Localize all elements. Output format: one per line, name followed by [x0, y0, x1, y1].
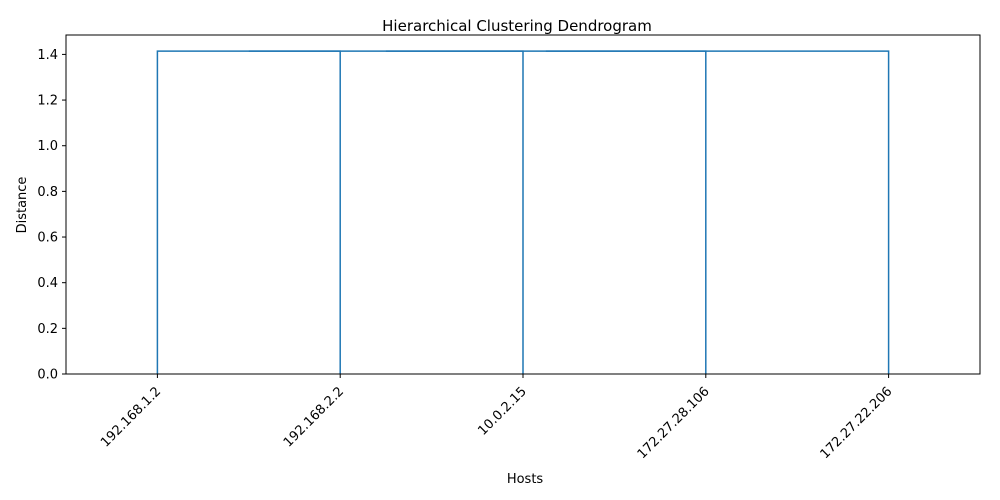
dendrogram-link — [248, 50, 524, 374]
y-axis: 0.0 0.2 0.4 0.6 0.8 1.0 1.2 1.4 — [37, 48, 66, 383]
x-axis-label: Hosts — [507, 472, 544, 487]
y-tick-label: 0.2 — [37, 322, 58, 337]
y-tick-label: 0.4 — [37, 276, 58, 291]
x-axis: 192.168.1.2 192.168.2.2 10.0.2.15 172.27.28… — [98, 374, 895, 462]
dendrogram-link — [385, 50, 707, 374]
x-tick-label: 172.27.28.106 — [635, 384, 713, 462]
dendrogram-link — [156, 50, 341, 374]
x-tick-label: 192.168.1.2 — [98, 384, 164, 450]
y-tick-label: 0.0 — [37, 368, 58, 383]
chart-title: Hierarchical Clustering Dendrogram — [382, 17, 652, 35]
y-tick-label: 0.8 — [37, 185, 58, 200]
x-tick-label: 172.27.22.206 — [818, 384, 896, 462]
y-tick-label: 1.0 — [37, 139, 58, 154]
y-tick-label: 0.6 — [37, 231, 58, 246]
y-tick-label: 1.2 — [37, 94, 58, 109]
y-axis-label: Distance — [15, 177, 30, 234]
dendrogram-links — [156, 50, 890, 374]
y-tick-label: 1.4 — [37, 48, 58, 63]
x-tick-label: 192.168.2.2 — [281, 384, 347, 450]
dendrogram-link — [545, 50, 890, 374]
x-tick-label: 10.0.2.15 — [475, 384, 529, 438]
